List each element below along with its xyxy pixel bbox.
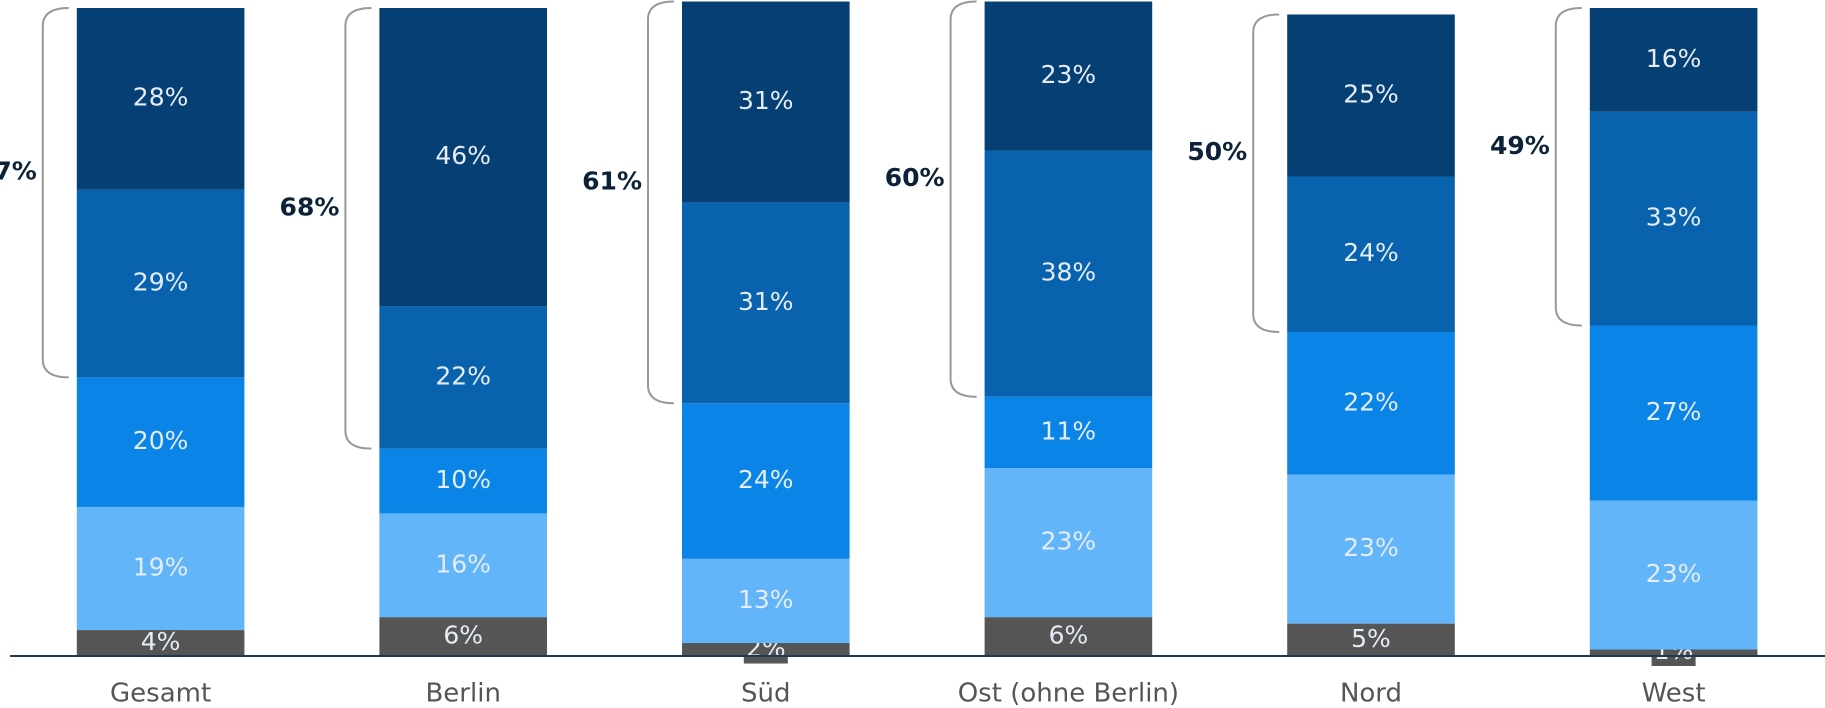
bar-segment: [1287, 176, 1455, 332]
bar-segment: [76, 189, 245, 378]
bar-segment: [76, 8, 245, 190]
data-label: 23%: [1646, 559, 1702, 588]
bar-segment: [76, 506, 245, 631]
data-label: 28%: [133, 83, 189, 112]
bracket: [344, 7, 372, 450]
bar-segment: [682, 202, 850, 404]
bar-segment: [984, 1, 1153, 151]
bar-segment: [379, 448, 547, 514]
data-label: 16%: [435, 549, 491, 578]
data-label: 20%: [133, 426, 189, 455]
bar-segment: [1589, 325, 1758, 501]
bar-segment: [1287, 623, 1455, 656]
bar-segment: [1589, 500, 1758, 650]
data-label: 23%: [1041, 60, 1097, 89]
bracket-label: 57%: [0, 157, 37, 186]
data-label: 4%: [141, 627, 181, 656]
bracket: [1554, 7, 1582, 327]
x-tick-label: Berlin: [425, 679, 500, 708]
data-label: 10%: [435, 465, 491, 494]
data-label: 24%: [1343, 238, 1399, 267]
data-label: 23%: [1343, 533, 1399, 562]
data-label: 24%: [738, 465, 794, 494]
bar-segment: [379, 306, 547, 449]
bracket: [1252, 13, 1280, 333]
data-label: 31%: [738, 287, 794, 316]
bracket-label: 49%: [1490, 131, 1550, 160]
bracket: [41, 7, 69, 379]
x-tick-label: Süd: [741, 679, 791, 708]
data-label: 25%: [1343, 79, 1399, 108]
data-label: 46%: [435, 141, 491, 170]
bar-segment: [984, 617, 1153, 656]
x-tick-label: West: [1642, 679, 1706, 708]
x-tick-label: Ost (ohne Berlin): [958, 679, 1179, 708]
bar-segment: [379, 513, 547, 618]
data-label: 19%: [133, 553, 189, 582]
bar-segment: [682, 558, 850, 644]
data-label: 23%: [1041, 527, 1097, 556]
data-label: 38%: [1041, 258, 1097, 287]
bar-segment: [379, 617, 547, 656]
bracket-label: 60%: [885, 163, 945, 192]
data-label: 16%: [1646, 44, 1702, 73]
data-label: 5%: [1351, 624, 1391, 653]
x-tick-label: Nord: [1340, 679, 1402, 708]
data-label: 22%: [435, 361, 491, 390]
data-label: 11%: [1041, 416, 1097, 445]
bar-segment: [1287, 474, 1455, 624]
bar-segment: [682, 1, 850, 203]
bar-segment: [984, 150, 1153, 397]
bar-segment: [1589, 8, 1758, 112]
bracket: [647, 0, 675, 405]
data-label: 22%: [1343, 387, 1399, 416]
bracket: [949, 0, 977, 398]
bar-segment: [984, 396, 1153, 469]
bar-segment: [1287, 332, 1455, 475]
label-box: [138, 629, 183, 658]
data-label: 6%: [443, 621, 483, 650]
data-label: 6%: [1049, 621, 1089, 650]
data-label: 29%: [133, 267, 189, 296]
bracket-label: 50%: [1187, 137, 1247, 166]
data-label: 27%: [1646, 397, 1702, 426]
data-label: 13%: [738, 585, 794, 614]
bracket-label: 68%: [280, 192, 340, 221]
bar-segment: [76, 377, 245, 507]
bar-segment: [682, 403, 850, 559]
x-tick-label: Gesamt: [110, 679, 211, 708]
bar-segment: [1589, 111, 1758, 326]
bar-segment: [984, 468, 1153, 618]
bracket-label: 61%: [582, 166, 642, 195]
bar-segment: [379, 8, 547, 307]
bar-segment: [1287, 14, 1455, 177]
data-label: 31%: [738, 86, 794, 115]
data-label: 33%: [1646, 203, 1702, 232]
